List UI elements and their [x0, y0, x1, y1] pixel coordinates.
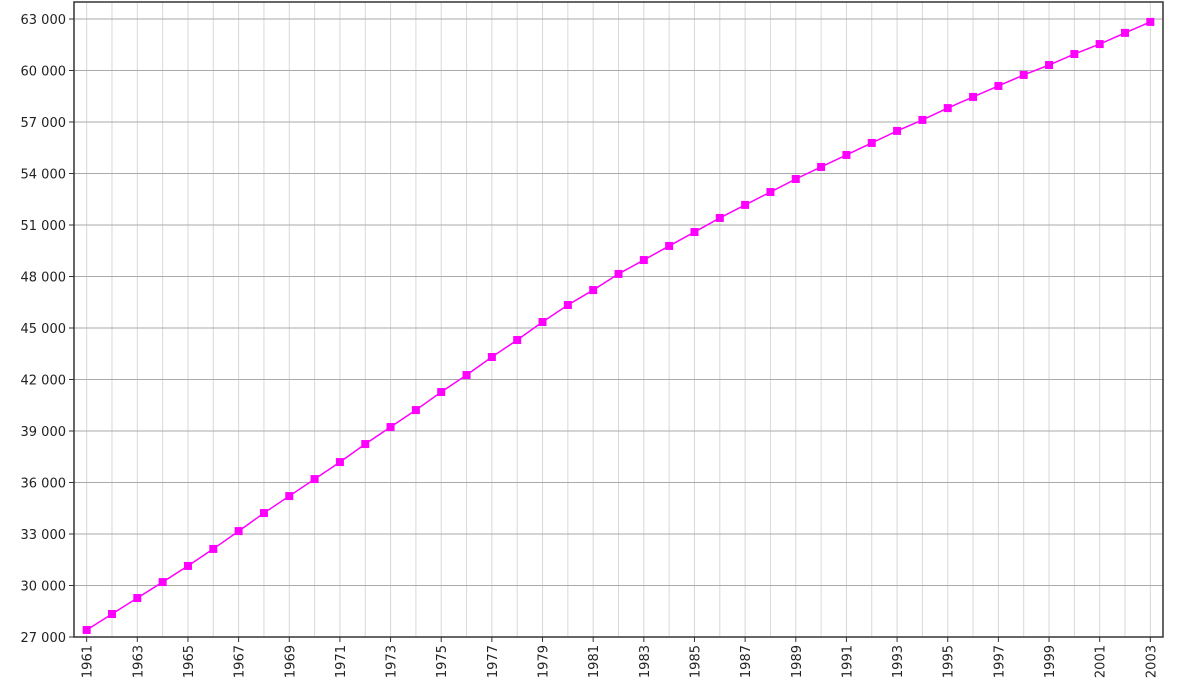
y-tick-label: 51 000: [21, 219, 67, 234]
point-marker: [107, 609, 116, 618]
point-marker: [994, 81, 1003, 90]
point-marker: [665, 241, 674, 250]
x-tick-label: 1977: [486, 645, 501, 678]
point-marker: [133, 594, 142, 603]
point-marker: [766, 188, 775, 197]
x-tick-label: 1965: [182, 645, 197, 678]
y-tick-label: 39 000: [21, 425, 67, 440]
point-marker: [310, 475, 319, 484]
point-marker: [867, 138, 876, 147]
point-marker: [234, 527, 243, 536]
x-tick-label: 1991: [840, 645, 855, 678]
point-marker: [386, 423, 395, 432]
point-marker: [361, 440, 370, 449]
point-marker: [639, 256, 648, 265]
x-tick-label: 1985: [688, 645, 703, 678]
x-tick-label: 1975: [435, 645, 450, 678]
point-marker: [158, 578, 167, 587]
point-marker: [462, 371, 471, 380]
point-marker: [1121, 28, 1130, 37]
point-marker: [817, 162, 826, 171]
point-marker: [538, 317, 547, 326]
y-tick-label: 48 000: [21, 271, 67, 286]
y-tick-label: 33 000: [21, 528, 67, 543]
point-marker: [513, 336, 522, 345]
point-marker: [183, 561, 192, 570]
point-marker: [969, 92, 978, 101]
x-tick-label: 1987: [739, 645, 754, 678]
x-tick-label: 1995: [942, 645, 957, 678]
x-tick-label: 1961: [81, 645, 96, 678]
y-tick-label: 27 000: [21, 631, 67, 646]
point-marker: [259, 509, 268, 518]
y-tick-label: 60 000: [21, 65, 67, 80]
point-marker: [285, 492, 294, 501]
x-tick-label: 1993: [891, 645, 906, 678]
point-marker: [893, 126, 902, 135]
y-tick-label: 45 000: [21, 322, 67, 337]
point-marker: [1045, 61, 1054, 70]
x-tick-label: 1971: [334, 645, 349, 678]
point-marker: [487, 353, 496, 362]
x-tick-label: 1997: [992, 645, 1007, 678]
x-tick-label: 1973: [385, 645, 400, 678]
point-marker: [715, 213, 724, 222]
x-tick-label: 1999: [1043, 645, 1058, 678]
y-tick-label: 63 000: [21, 13, 67, 28]
x-tick-label: 1979: [537, 645, 552, 678]
point-marker: [563, 300, 572, 309]
point-marker: [614, 269, 623, 278]
y-tick-label: 36 000: [21, 477, 67, 492]
point-marker: [589, 286, 598, 295]
point-marker: [82, 625, 91, 634]
point-marker: [1019, 70, 1028, 79]
point-marker: [411, 406, 420, 415]
x-tick-label: 1989: [790, 645, 805, 678]
point-marker: [943, 104, 952, 113]
point-marker: [741, 200, 750, 209]
y-tick-label: 54 000: [21, 168, 67, 183]
y-tick-label: 42 000: [21, 374, 67, 389]
plot-frame: [73, 1, 1164, 638]
point-marker: [335, 458, 344, 467]
x-tick-label: 1963: [131, 645, 146, 678]
y-tick-label: 30 000: [21, 580, 67, 595]
point-marker: [791, 174, 800, 183]
point-marker: [209, 544, 218, 553]
point-marker: [842, 150, 851, 159]
x-tick-label: 2003: [1144, 645, 1159, 678]
point-marker: [1146, 17, 1155, 26]
point-marker: [690, 228, 699, 237]
point-marker: [437, 388, 446, 397]
point-marker: [918, 115, 927, 124]
y-tick-label: 57 000: [21, 116, 67, 131]
x-tick-label: 1981: [587, 645, 602, 678]
x-tick-label: 2001: [1094, 645, 1109, 678]
x-tick-label: 1969: [283, 645, 298, 678]
x-tick-label: 1967: [233, 645, 248, 678]
point-marker: [1095, 40, 1104, 49]
point-marker: [1070, 50, 1079, 59]
x-tick-label: 1983: [638, 645, 653, 678]
